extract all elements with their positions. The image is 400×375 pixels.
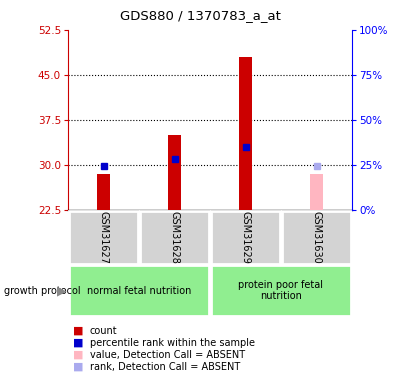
Bar <box>239 57 252 210</box>
Text: GSM31629: GSM31629 <box>240 211 250 264</box>
FancyBboxPatch shape <box>69 265 209 316</box>
Text: ■: ■ <box>73 350 83 360</box>
Text: GSM31627: GSM31627 <box>98 211 108 264</box>
FancyBboxPatch shape <box>211 210 280 264</box>
Text: normal fetal nutrition: normal fetal nutrition <box>87 286 191 296</box>
Bar <box>310 174 323 210</box>
Text: ■: ■ <box>73 362 83 372</box>
Text: GSM31628: GSM31628 <box>170 211 180 264</box>
Text: ▶: ▶ <box>57 284 67 297</box>
FancyBboxPatch shape <box>140 210 209 264</box>
Text: GDS880 / 1370783_a_at: GDS880 / 1370783_a_at <box>120 9 280 22</box>
FancyBboxPatch shape <box>211 265 351 316</box>
Text: rank, Detection Call = ABSENT: rank, Detection Call = ABSENT <box>90 362 240 372</box>
FancyBboxPatch shape <box>282 210 351 264</box>
FancyBboxPatch shape <box>69 210 138 264</box>
Text: count: count <box>90 326 118 336</box>
Text: ■: ■ <box>73 326 83 336</box>
Bar <box>97 174 110 210</box>
Text: growth protocol: growth protocol <box>4 286 81 296</box>
Bar <box>168 135 181 210</box>
Text: percentile rank within the sample: percentile rank within the sample <box>90 338 255 348</box>
Text: protein poor fetal
nutrition: protein poor fetal nutrition <box>238 280 324 302</box>
Text: value, Detection Call = ABSENT: value, Detection Call = ABSENT <box>90 350 245 360</box>
Text: GSM31630: GSM31630 <box>312 211 322 264</box>
Text: ■: ■ <box>73 338 83 348</box>
